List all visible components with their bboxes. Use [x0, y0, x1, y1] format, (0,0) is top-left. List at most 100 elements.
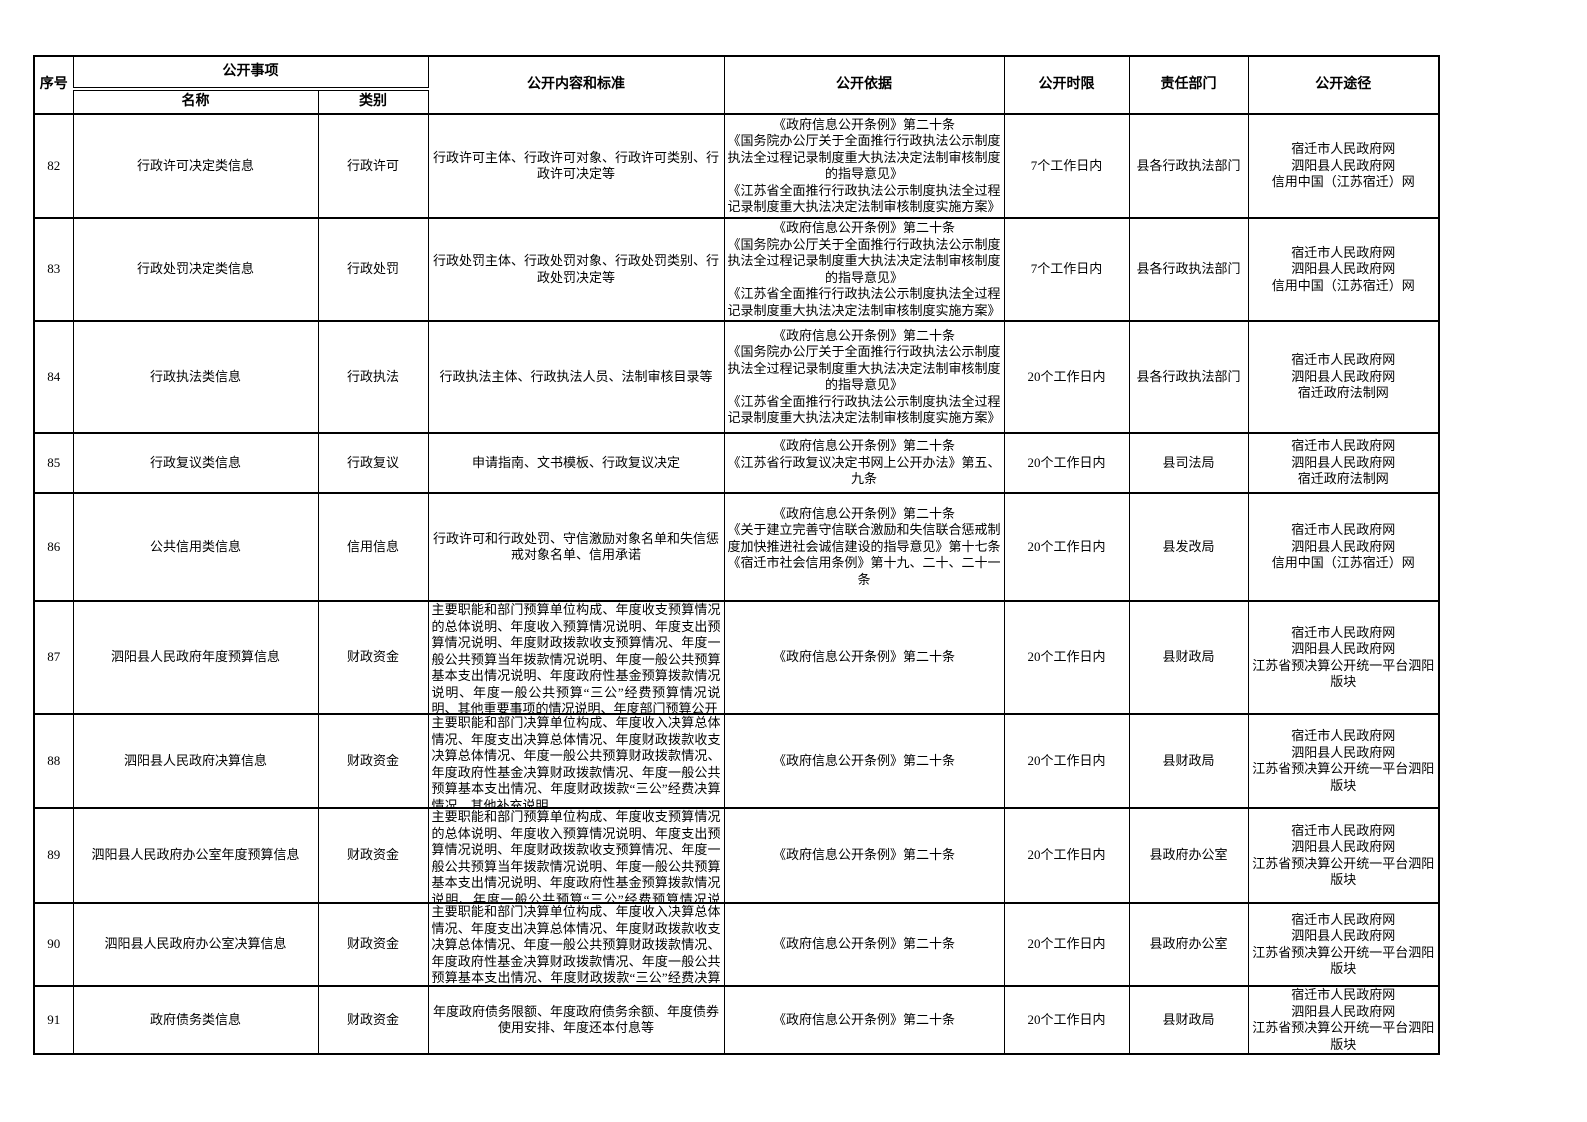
cell-index: 89	[33, 807, 74, 904]
cell-channels: 宿迁市人民政府网 泗阳县人民政府网 信用中国（江苏宿迁）网	[1247, 492, 1440, 602]
cell-index: 90	[33, 902, 74, 987]
disclosure-catalog-sheet: 序号 公开事项 公开内容和标准 公开依据 公开时限 责任部门 公开途径 名称 类…	[33, 55, 1440, 1055]
cell-name: 泗阳县人民政府办公室决算信息	[72, 902, 319, 987]
cell-department: 县财政局	[1128, 985, 1249, 1055]
cell-department: 县财政局	[1128, 713, 1249, 809]
cell-category: 行政许可	[317, 113, 429, 219]
header-index: 序号	[33, 55, 74, 115]
header-category: 类别	[317, 88, 429, 115]
cell-content: 主要职能和部门预算单位构成、年度收支预算情况的总体说明、年度收入预算情况说明、年…	[427, 600, 725, 715]
cell-content: 主要职能和部门决算单位构成、年度收入决算总体情况、年度支出决算总体情况、年度财政…	[427, 713, 725, 809]
cell-department: 县政府办公室	[1128, 902, 1249, 987]
cell-index: 91	[33, 985, 74, 1055]
table-row: 83 行政处罚决定类信息 行政处罚 行政处罚主体、行政处罚对象、行政处罚类别、行…	[33, 217, 1440, 322]
cell-content: 主要职能和部门决算单位构成、年度收入决算总体情况、年度支出决算总体情况、年度财政…	[427, 902, 725, 987]
cell-basis: 《政府信息公开条例》第二十条	[723, 985, 1005, 1055]
cell-content: 行政许可和行政处罚、守信激励对象名单和失信惩戒对象名单、信用承诺	[427, 492, 725, 602]
cell-name: 泗阳县人民政府决算信息	[72, 713, 319, 809]
cell-department: 县发改局	[1128, 492, 1249, 602]
cell-category: 行政执法	[317, 320, 429, 434]
cell-channels: 宿迁市人民政府网 泗阳县人民政府网 江苏省预决算公开统一平台泗阳版块	[1247, 985, 1440, 1055]
cell-category: 信用信息	[317, 492, 429, 602]
cell-content: 年度政府债务限额、年度政府债务余额、年度债券使用安排、年度还本付息等	[427, 985, 725, 1055]
cell-index: 87	[33, 600, 74, 715]
header-name: 名称	[72, 88, 319, 115]
header-time-limit: 公开时限	[1003, 55, 1130, 115]
cell-name: 行政执法类信息	[72, 320, 319, 434]
cell-category: 财政资金	[317, 600, 429, 715]
cell-channels: 宿迁市人民政府网 泗阳县人民政府网 宿迁政府法制网	[1247, 432, 1440, 494]
cell-basis: 《政府信息公开条例》第二十条 《国务院办公厅关于全面推行行政执法公示制度执法全过…	[723, 320, 1005, 434]
cell-basis: 《政府信息公开条例》第二十条	[723, 600, 1005, 715]
cell-index: 85	[33, 432, 74, 494]
cell-category: 财政资金	[317, 807, 429, 904]
header-department: 责任部门	[1128, 55, 1249, 115]
cell-content: 主要职能和部门预算单位构成、年度收支预算情况的总体说明、年度收入预算情况说明、年…	[427, 807, 725, 904]
cell-time-limit: 7个工作日内	[1003, 217, 1130, 322]
table-row: 88 泗阳县人民政府决算信息 财政资金 主要职能和部门决算单位构成、年度收入决算…	[33, 713, 1440, 809]
cell-basis: 《政府信息公开条例》第二十条 《关于建立完善守信联合激励和失信联合惩戒制度加快推…	[723, 492, 1005, 602]
cell-index: 86	[33, 492, 74, 602]
cell-index: 88	[33, 713, 74, 809]
cell-basis: 《政府信息公开条例》第二十条	[723, 807, 1005, 904]
cell-name: 行政处罚决定类信息	[72, 217, 319, 322]
cell-basis: 《政府信息公开条例》第二十条 《国务院办公厅关于全面推行行政执法公示制度执法全过…	[723, 113, 1005, 219]
cell-category: 行政处罚	[317, 217, 429, 322]
header-content: 公开内容和标准	[427, 55, 725, 115]
table-row: 84 行政执法类信息 行政执法 行政执法主体、行政执法人员、法制审核目录等 《政…	[33, 320, 1440, 434]
cell-index: 83	[33, 217, 74, 322]
cell-department: 县财政局	[1128, 600, 1249, 715]
cell-channels: 宿迁市人民政府网 泗阳县人民政府网 宿迁政府法制网	[1247, 320, 1440, 434]
cell-basis: 《政府信息公开条例》第二十条 《江苏省行政复议决定书网上公开办法》第五、九条	[723, 432, 1005, 494]
cell-time-limit: 20个工作日内	[1003, 902, 1130, 987]
cell-department: 县政府办公室	[1128, 807, 1249, 904]
header-channels: 公开途径	[1247, 55, 1440, 115]
cell-content: 行政许可主体、行政许可对象、行政许可类别、行政许可决定等	[427, 113, 725, 219]
cell-channels: 宿迁市人民政府网 泗阳县人民政府网 信用中国（江苏宿迁）网	[1247, 113, 1440, 219]
table-row: 90 泗阳县人民政府办公室决算信息 财政资金 主要职能和部门决算单位构成、年度收…	[33, 902, 1440, 987]
cell-basis: 《政府信息公开条例》第二十条	[723, 713, 1005, 809]
cell-time-limit: 20个工作日内	[1003, 713, 1130, 809]
cell-time-limit: 20个工作日内	[1003, 320, 1130, 434]
cell-category: 财政资金	[317, 985, 429, 1055]
cell-department: 县司法局	[1128, 432, 1249, 494]
cell-time-limit: 20个工作日内	[1003, 807, 1130, 904]
cell-content: 行政处罚主体、行政处罚对象、行政处罚类别、行政处罚决定等	[427, 217, 725, 322]
table-header: 序号 公开事项 公开内容和标准 公开依据 公开时限 责任部门 公开途径 名称 类…	[33, 55, 1440, 115]
header-disclosure-items: 公开事项	[72, 55, 429, 91]
cell-time-limit: 20个工作日内	[1003, 432, 1130, 494]
header-basis: 公开依据	[723, 55, 1005, 115]
cell-channels: 宿迁市人民政府网 泗阳县人民政府网 江苏省预决算公开统一平台泗阳版块	[1247, 902, 1440, 987]
cell-name: 政府债务类信息	[72, 985, 319, 1055]
cell-department: 县各行政执法部门	[1128, 217, 1249, 322]
cell-content: 申请指南、文书模板、行政复议决定	[427, 432, 725, 494]
table-row: 87 泗阳县人民政府年度预算信息 财政资金 主要职能和部门预算单位构成、年度收支…	[33, 600, 1440, 715]
table-row: 82 行政许可决定类信息 行政许可 行政许可主体、行政许可对象、行政许可类别、行…	[33, 113, 1440, 219]
cell-channels: 宿迁市人民政府网 泗阳县人民政府网 江苏省预决算公开统一平台泗阳版块	[1247, 807, 1440, 904]
cell-department: 县各行政执法部门	[1128, 113, 1249, 219]
cell-category: 财政资金	[317, 902, 429, 987]
cell-time-limit: 20个工作日内	[1003, 985, 1130, 1055]
cell-time-limit: 20个工作日内	[1003, 492, 1130, 602]
cell-channels: 宿迁市人民政府网 泗阳县人民政府网 江苏省预决算公开统一平台泗阳版块	[1247, 600, 1440, 715]
cell-name: 公共信用类信息	[72, 492, 319, 602]
cell-basis: 《政府信息公开条例》第二十条 《国务院办公厅关于全面推行行政执法公示制度执法全过…	[723, 217, 1005, 322]
cell-time-limit: 7个工作日内	[1003, 113, 1130, 219]
table-row: 85 行政复议类信息 行政复议 申请指南、文书模板、行政复议决定 《政府信息公开…	[33, 432, 1440, 494]
cell-category: 行政复议	[317, 432, 429, 494]
table-row: 89 泗阳县人民政府办公室年度预算信息 财政资金 主要职能和部门预算单位构成、年…	[33, 807, 1440, 904]
cell-name: 泗阳县人民政府年度预算信息	[72, 600, 319, 715]
cell-channels: 宿迁市人民政府网 泗阳县人民政府网 江苏省预决算公开统一平台泗阳版块	[1247, 713, 1440, 809]
table-body: 82 行政许可决定类信息 行政许可 行政许可主体、行政许可对象、行政许可类别、行…	[33, 113, 1440, 1055]
cell-content: 行政执法主体、行政执法人员、法制审核目录等	[427, 320, 725, 434]
cell-basis: 《政府信息公开条例》第二十条	[723, 902, 1005, 987]
table-row: 91 政府债务类信息 财政资金 年度政府债务限额、年度政府债务余额、年度债券使用…	[33, 985, 1440, 1055]
table-row: 86 公共信用类信息 信用信息 行政许可和行政处罚、守信激励对象名单和失信惩戒对…	[33, 492, 1440, 602]
cell-name: 行政复议类信息	[72, 432, 319, 494]
cell-name: 泗阳县人民政府办公室年度预算信息	[72, 807, 319, 904]
cell-channels: 宿迁市人民政府网 泗阳县人民政府网 信用中国（江苏宿迁）网	[1247, 217, 1440, 322]
cell-category: 财政资金	[317, 713, 429, 809]
cell-index: 84	[33, 320, 74, 434]
disclosure-table: 序号 公开事项 公开内容和标准 公开依据 公开时限 责任部门 公开途径 名称 类…	[33, 55, 1440, 1055]
cell-department: 县各行政执法部门	[1128, 320, 1249, 434]
